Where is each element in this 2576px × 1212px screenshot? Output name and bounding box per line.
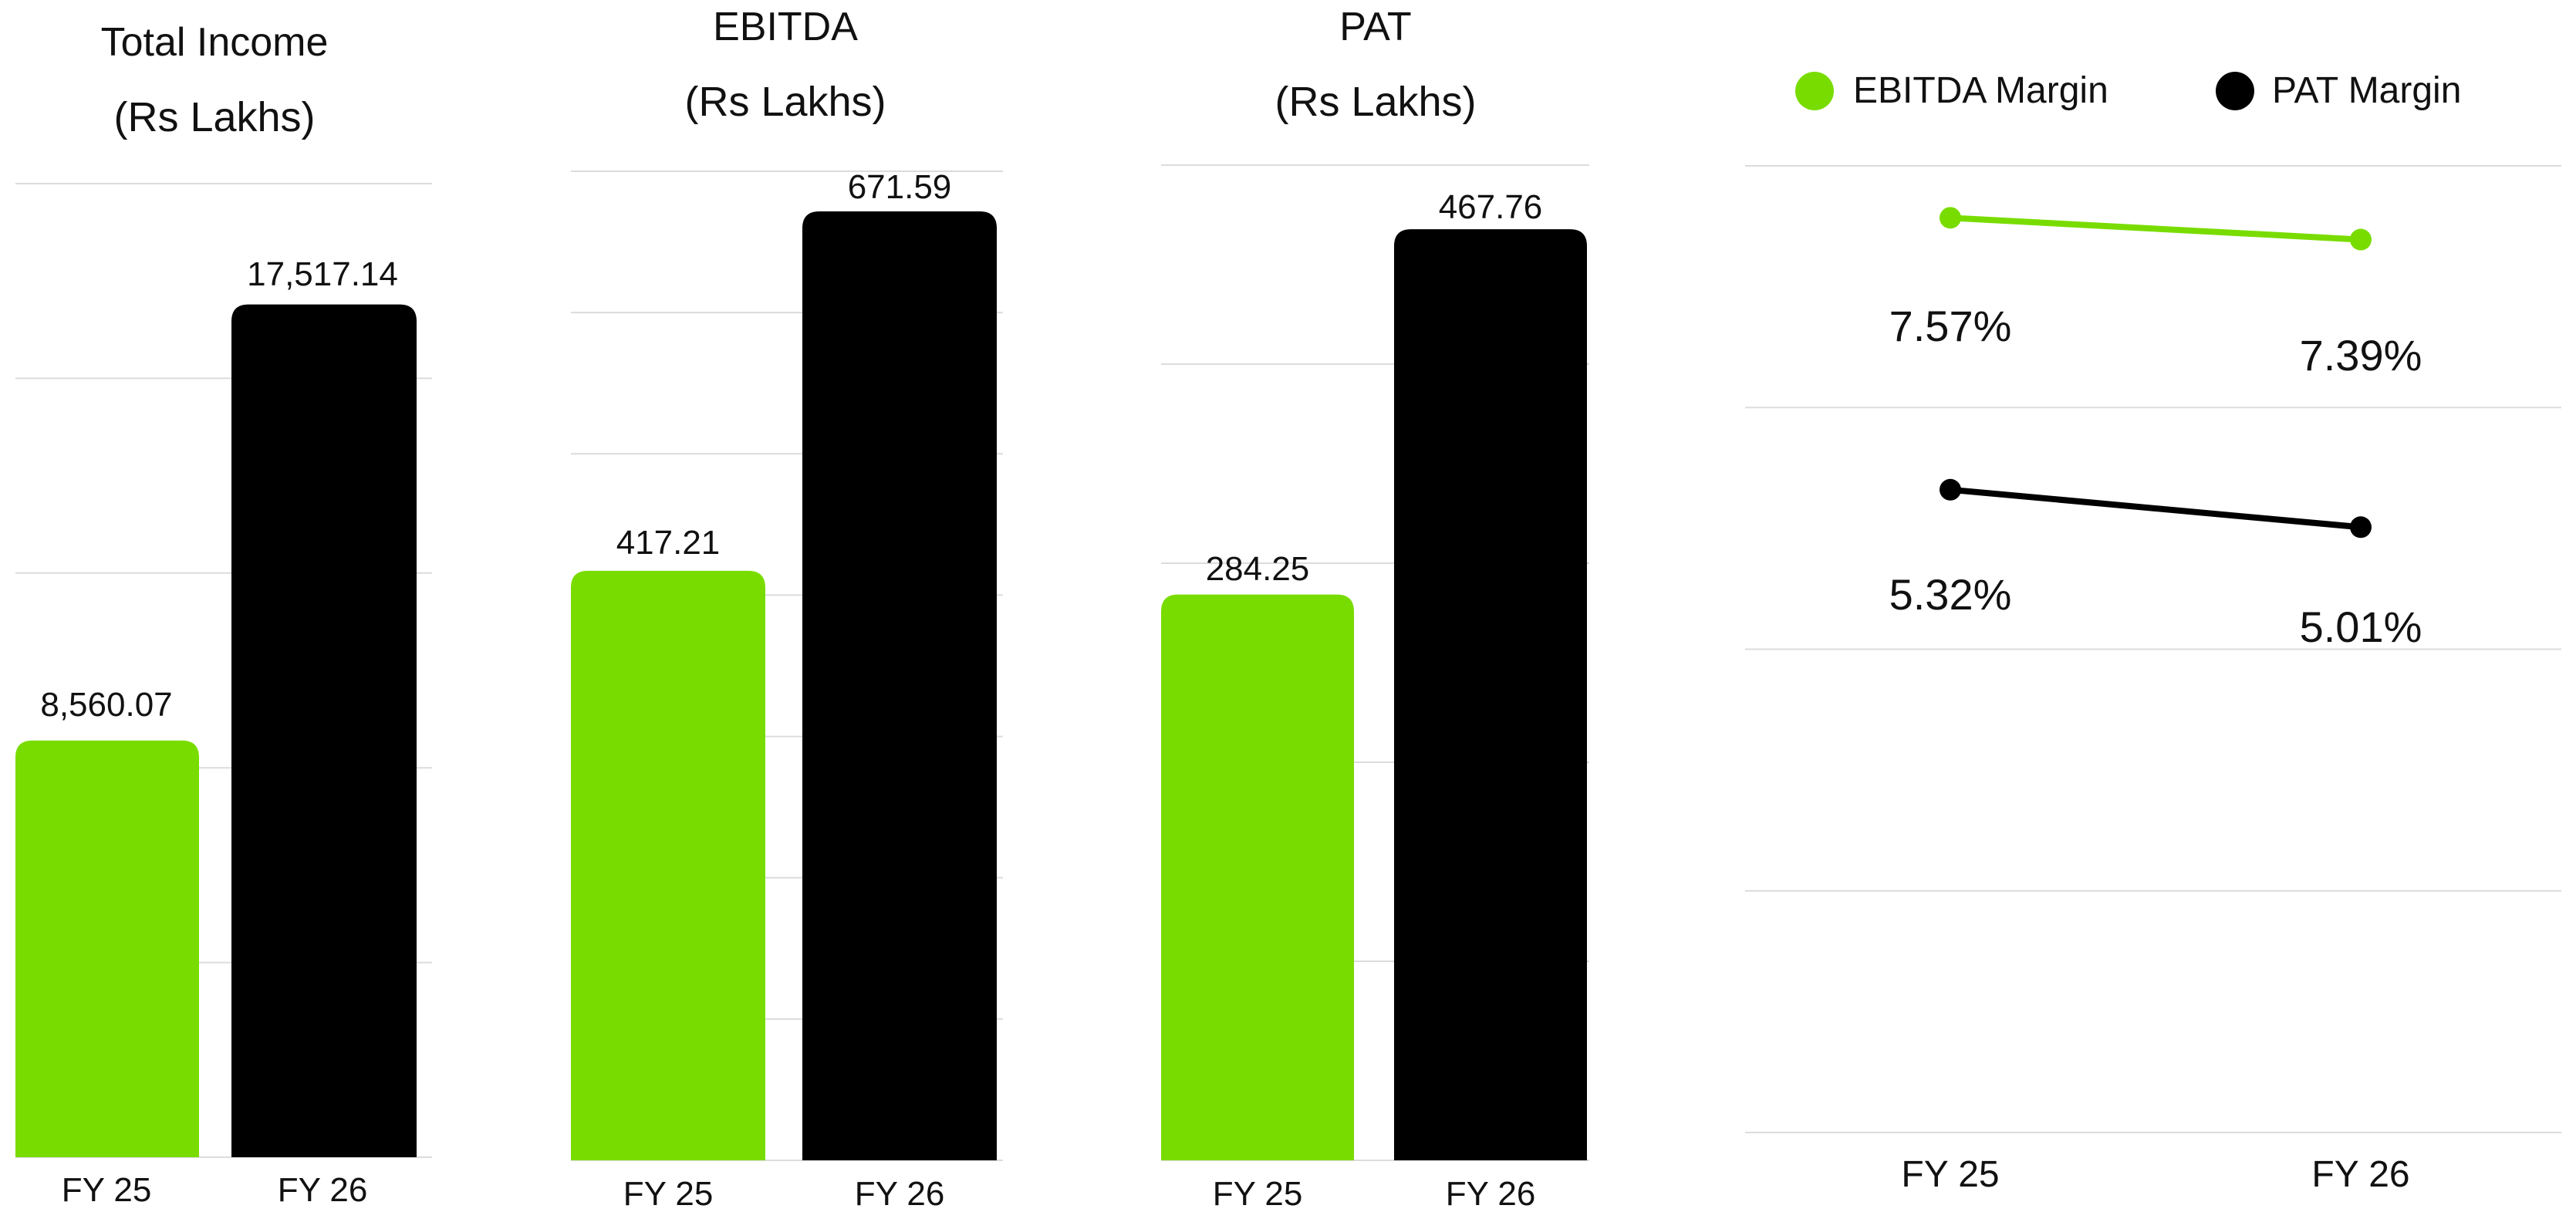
pat-margin-point-fy26 — [2350, 516, 2372, 538]
ebitda-bars — [571, 211, 997, 1160]
ebitda-subtitle: (Rs Lakhs) — [684, 79, 886, 125]
pat-margin-label-fy26: 5.01% — [2300, 603, 2422, 651]
ebitda-bar-fy26 — [802, 211, 997, 1160]
total-income-value-label-fy25: 8,560.07 — [40, 686, 172, 724]
margin-category-fy25: FY 25 — [1901, 1154, 1999, 1195]
ebitda-title: EBITDA — [713, 5, 858, 49]
pat-bar-fy26 — [1394, 229, 1587, 1160]
ebitda-margin-label-fy25: 7.57% — [1889, 302, 2012, 350]
ebitda-margin-point-fy25 — [1940, 207, 1961, 229]
legend-pat-margin-label: PAT Margin — [2272, 70, 2461, 111]
margin-gridlines — [1745, 165, 2561, 1133]
pat-category-fy25: FY 25 — [1213, 1175, 1303, 1212]
margin-chart: EBITDA Margin PAT Margin 7.57% 7.39% 5.3… — [1745, 70, 2561, 1195]
legend-ebitda-margin-label: EBITDA Margin — [1853, 70, 2108, 111]
ebitda-value-label-fy26: 671.59 — [848, 168, 952, 206]
pat-chart: PAT (Rs Lakhs) 284.25 467.76 FY 25 FY 26 — [1161, 5, 1589, 1212]
legend-pat-margin-marker — [2216, 72, 2254, 110]
ebitda-margin-point-fy26 — [2350, 228, 2372, 251]
total-income-category-fy26: FY 26 — [278, 1171, 368, 1209]
legend-ebitda-margin-marker — [1795, 72, 1834, 110]
ebitda-value-label-fy25: 417.21 — [616, 524, 721, 562]
margin-category-fy26: FY 26 — [2311, 1154, 2409, 1195]
total-income-value-label-fy26: 17,517.14 — [247, 255, 398, 293]
margin-series — [1940, 207, 2372, 538]
pat-value-label-fy26: 467.76 — [1439, 188, 1543, 226]
ebitda-chart: EBITDA (Rs Lakhs) 417.21 671.59 FY 25 FY… — [571, 5, 1003, 1212]
ebitda-category-fy26: FY 26 — [855, 1175, 945, 1212]
pat-subtitle: (Rs Lakhs) — [1274, 79, 1476, 125]
ebitda-category-fy25: FY 25 — [623, 1175, 714, 1212]
pat-title: PAT — [1339, 5, 1411, 49]
margin-legend: EBITDA Margin PAT Margin — [1795, 70, 2461, 111]
total-income-title: Total Income — [101, 20, 329, 65]
pat-margin-label-fy25: 5.32% — [1889, 570, 2012, 619]
total-income-bar-fy25 — [15, 740, 199, 1157]
ebitda-margin-line — [1950, 214, 2362, 243]
total-income-bars — [15, 304, 417, 1157]
pat-value-label-fy25: 284.25 — [1206, 550, 1310, 588]
pat-margin-line — [1950, 486, 2362, 531]
pat-bar-fy25 — [1161, 594, 1354, 1160]
total-income-bar-fy26 — [231, 304, 417, 1157]
total-income-subtitle: (Rs Lakhs) — [113, 94, 315, 140]
ebitda-margin-label-fy26: 7.39% — [2300, 331, 2422, 380]
pat-bars — [1161, 229, 1587, 1160]
ebitda-bar-fy25 — [571, 570, 765, 1160]
total-income-category-fy25: FY 25 — [62, 1171, 152, 1209]
total-income-chart: Total Income (Rs Lakhs) 8,560.07 17,517.… — [15, 20, 432, 1209]
pat-category-fy26: FY 26 — [1446, 1175, 1536, 1212]
pat-margin-point-fy25 — [1940, 478, 1961, 501]
